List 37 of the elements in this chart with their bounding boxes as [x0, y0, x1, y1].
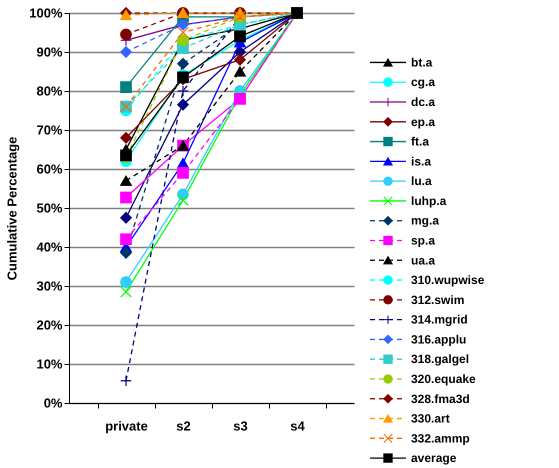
legend-label: average	[411, 451, 457, 466]
legend-label: 332.ammp	[411, 431, 470, 446]
legend-label: 328.fma3d	[411, 392, 470, 406]
legend-label: cg.a	[411, 75, 436, 90]
legend-label: 316.applu	[411, 332, 466, 346]
legend-label: luhp.a	[411, 194, 447, 208]
y-tick-label: 0%	[44, 396, 63, 410]
legend-label: 320.equake	[411, 372, 476, 386]
y-tick-label: 50%	[36, 200, 63, 216]
y-tick-label: 30%	[36, 278, 63, 294]
y-tick-label: 40%	[36, 240, 63, 254]
x-tick-label: s3	[233, 418, 248, 434]
legend-label: 318.galgel	[411, 352, 470, 366]
legend-label: 310.wupwise	[411, 273, 485, 288]
y-tick-label: 100%	[29, 6, 63, 20]
y-tick-label: 10%	[36, 356, 63, 372]
legend-label: dc.a	[411, 95, 436, 110]
legend-label: mg.a	[411, 214, 440, 228]
y-tick-label: 60%	[36, 162, 63, 176]
y-tick-label: 70%	[36, 122, 63, 138]
y-axis-title: Cumulative Percentage	[4, 136, 20, 280]
x-tick-label: s4	[290, 418, 306, 434]
y-tick-label: 20%	[36, 318, 63, 332]
legend-label: is.a	[411, 154, 432, 168]
legend-label: ua.a	[411, 253, 436, 268]
legend-label: ft.a	[411, 134, 430, 149]
legend-label: sp.a	[411, 234, 436, 248]
legend-label: lu.a	[411, 174, 432, 188]
legend-label: ep.a	[411, 114, 436, 129]
y-tick-label: 80%	[36, 84, 63, 98]
legend-label: 330.art	[411, 412, 450, 426]
legend-label: 312.swim	[411, 292, 464, 307]
legend-label: 314.mgrid	[411, 312, 468, 327]
x-tick-label: private	[105, 418, 148, 434]
y-tick-label: 90%	[36, 44, 63, 60]
x-tick-label: s2	[176, 418, 191, 434]
legend-label: bt.a	[411, 55, 433, 70]
